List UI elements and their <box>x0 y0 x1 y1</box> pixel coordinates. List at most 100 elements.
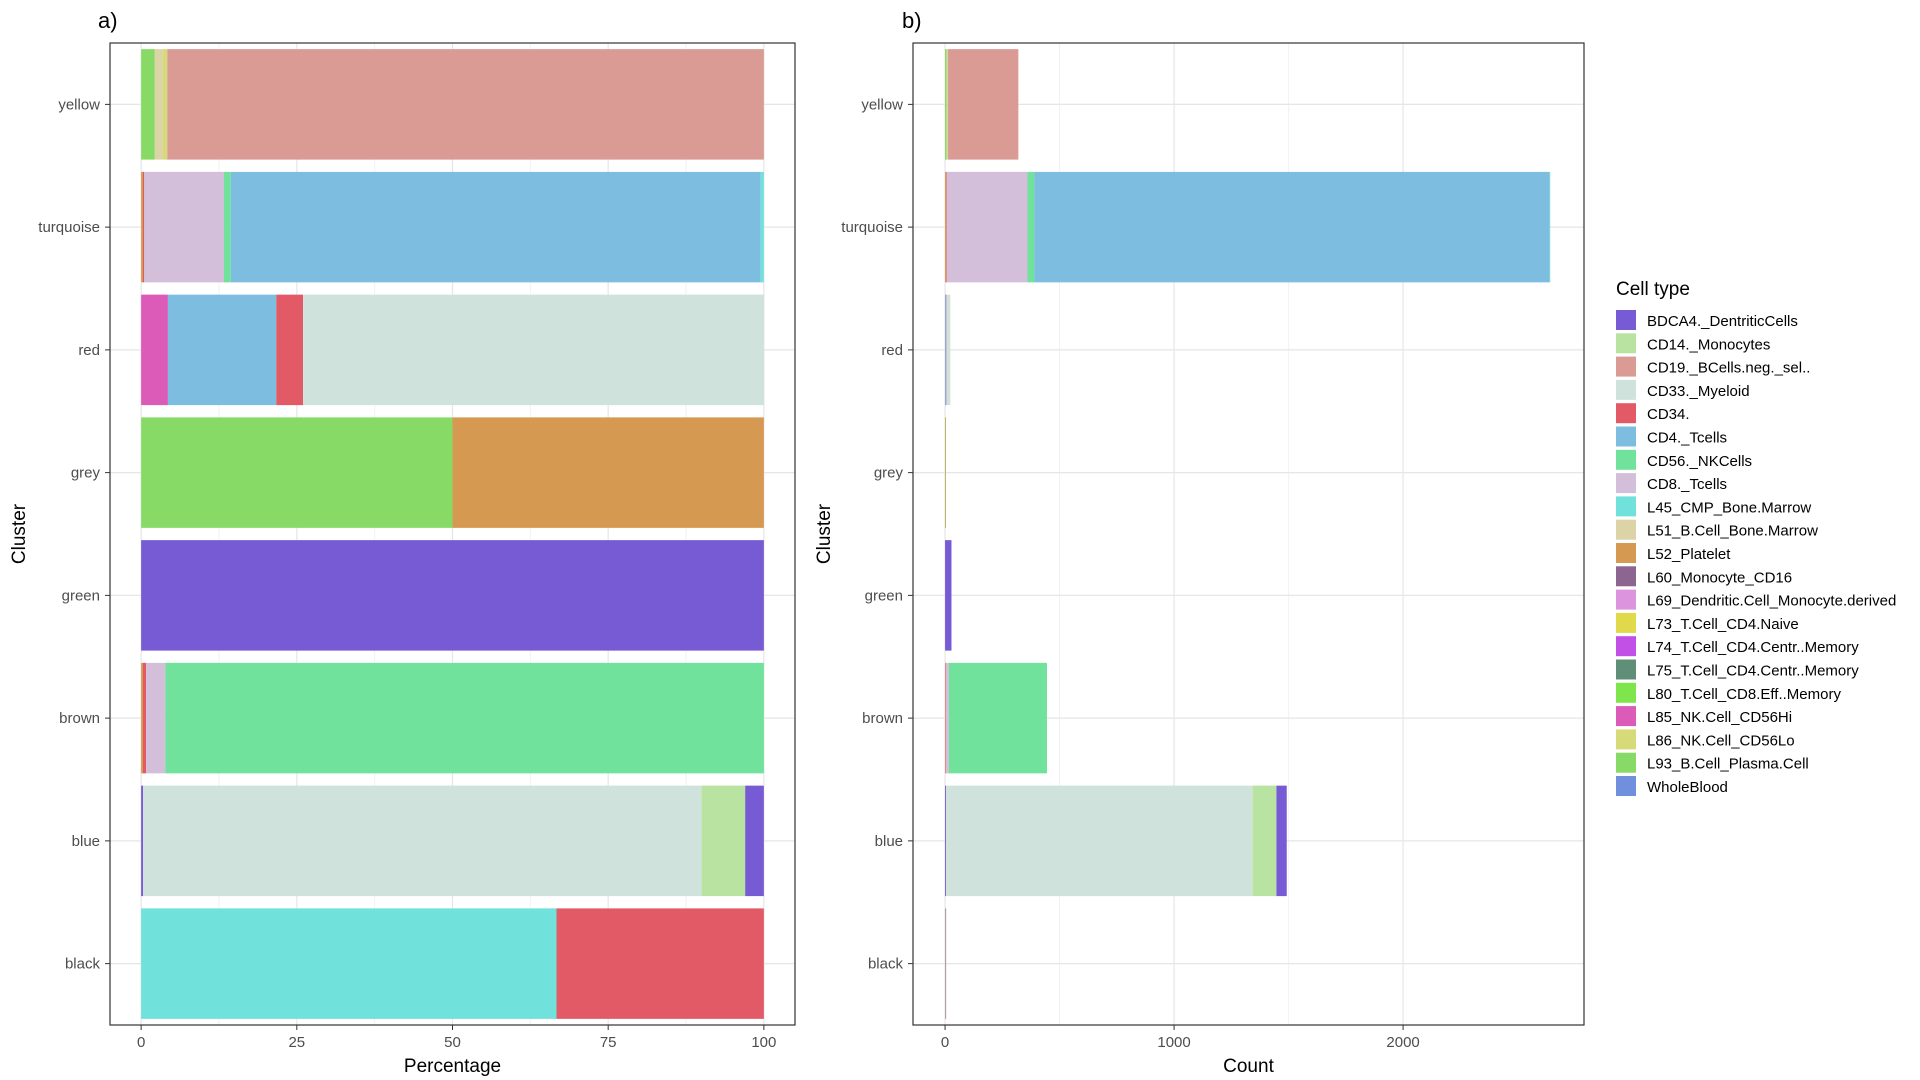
legend-key-cd19-bcells-neg-sel <box>1616 356 1636 377</box>
legend-label-l51-b-cell-bone-marrow: L51_B.Cell_Bone.Marrow <box>1647 523 1818 540</box>
panel-a-y-axis: yellow turquoise red grey green brown blue blac… <box>38 96 110 973</box>
x-tick-label: 100 <box>751 1034 776 1051</box>
legend-label-l80-t-cell-cd8-eff-memory: L80_T.Cell_CD8.Eff..Memory <box>1647 686 1841 703</box>
y-tick-label-black: black <box>868 956 904 973</box>
legend-label-l75-t-cell-cd4-centr-memory: L75_T.Cell_CD4.Centr..Memory <box>1647 663 1859 680</box>
bar-turquoise-cd56-nkcells <box>223 171 231 283</box>
bar-brown-cd56-nkcells <box>165 662 764 774</box>
panel-a-label: a) <box>98 8 118 33</box>
bar-turquoise-cd34 <box>946 171 947 283</box>
legend-key-l45-cmp-bone-marrow <box>1616 496 1636 517</box>
legend-title: Cell type <box>1616 279 1690 300</box>
bar-black-l45-cmp-bone-marrow <box>141 908 557 1019</box>
legend-label-l52-platelet: L52_Platelet <box>1647 546 1731 563</box>
y-tick-label-red: red <box>78 342 100 359</box>
legend-key-l74-t-cell-cd4-centr-memory <box>1616 636 1636 657</box>
y-tick-label-turquoise: turquoise <box>841 219 903 236</box>
legend-items: BDCA4._DentriticCells CD14._Monocytes CD19… <box>1616 310 1896 796</box>
panel-a-x-axis: 0 25 50 75 100 <box>137 1025 776 1051</box>
x-tick-label: 0 <box>941 1034 949 1051</box>
legend-key-l75-t-cell-cd4-centr-memory <box>1616 659 1636 680</box>
bar-green-bdca4-dentriticcells <box>945 540 952 651</box>
bar-black-cd34 <box>556 908 764 1019</box>
legend-key-l60-monocyte-cd16 <box>1616 566 1636 587</box>
bar-red-cd33-myeloid <box>946 294 951 406</box>
bar-yellow-l93-b-cell-plasma-cell <box>141 49 155 160</box>
bar-turquoise-cd34 <box>143 171 145 283</box>
bar-brown-cd8-tcells <box>945 662 949 774</box>
bar-turquoise-l52-platelet <box>945 171 947 283</box>
legend-label-l93-b-cell-plasma-cell: L93_B.Cell_Plasma.Cell <box>1647 756 1809 773</box>
legend-key-l85-nk-cell-cd56hi <box>1616 706 1636 727</box>
y-tick-label-yellow: yellow <box>861 96 903 113</box>
bar-yellow-cd19-bcells-neg-sel <box>167 49 764 160</box>
bar-red-cd34 <box>276 294 304 406</box>
bar-blue-bdca4-dentriticcells <box>141 785 144 897</box>
bar-grey-l52-platelet <box>452 417 764 528</box>
bar-turquoise-cd8-tcells <box>946 171 1028 283</box>
legend-label-bdca4-dentriticcells: BDCA4._DentriticCells <box>1647 313 1798 330</box>
bar-brown-l52-platelet <box>141 662 144 774</box>
legend-key-cd14-monocytes <box>1616 333 1636 354</box>
legend-label-cd8-tcells: CD8._Tcells <box>1647 476 1727 493</box>
legend-key-l52-platelet <box>1616 543 1636 563</box>
bar-turquoise-cd4-tcells <box>1034 171 1550 283</box>
bar-turquoise-l45-cmp-bone-marrow <box>760 171 764 283</box>
y-tick-label-red: red <box>881 342 903 359</box>
y-tick-label-black: black <box>65 956 101 973</box>
bar-brown-cd56-nkcells <box>948 662 1047 774</box>
bar-turquoise-cd4-tcells <box>230 171 761 283</box>
bar-brown-cd8-tcells <box>146 662 166 774</box>
y-tick-label-turquoise: turquoise <box>38 219 100 236</box>
panel-b-x-axis: 0 1000 2000 <box>941 1025 1420 1051</box>
panel-b-bars <box>945 49 1551 1019</box>
legend-key-cd33-myeloid <box>1616 379 1636 400</box>
panel-a-x-title: Percentage <box>404 1056 501 1077</box>
bar-blue-bdca4-dentriticcells <box>1276 785 1287 897</box>
panel-b-y-title: Cluster <box>814 503 835 564</box>
legend-label-cd34: CD34. <box>1647 406 1690 423</box>
bar-yellow-l86-nk-cell-cd56lo <box>162 49 168 160</box>
legend-key-cd56-nkcells <box>1616 449 1636 470</box>
legend-label-wholeblood: WholeBlood <box>1647 779 1728 796</box>
legend-key-wholeblood <box>1616 776 1636 796</box>
legend-label-l73-t-cell-cd4-naive: L73_T.Cell_CD4.Naive <box>1647 616 1799 633</box>
y-tick-label-green: green <box>865 587 903 604</box>
y-tick-label-grey: grey <box>874 465 904 482</box>
bar-red-l85-nk-cell-cd56hi <box>141 294 168 406</box>
y-tick-label-blue: blue <box>72 833 100 850</box>
bar-blue-bdca4-dentriticcells <box>745 785 764 897</box>
bar-yellow-l93-b-cell-plasma-cell <box>945 49 947 160</box>
bar-yellow-l86-nk-cell-cd56lo <box>947 49 949 160</box>
bar-grey-l52-platelet <box>945 417 946 528</box>
panel-b-frame <box>912 42 1585 1026</box>
legend-key-l86-nk-cell-cd56lo <box>1616 729 1636 750</box>
legend-key-l93-b-cell-plasma-cell <box>1616 752 1636 773</box>
panel-b-y-axis: yellow turquoise red grey green brown blue blac… <box>841 96 913 973</box>
y-tick-label-brown: brown <box>59 710 100 727</box>
x-tick-label: 0 <box>137 1034 145 1051</box>
y-tick-label-yellow: yellow <box>58 96 100 113</box>
legend-key-l80-t-cell-cd8-eff-memory <box>1616 682 1636 703</box>
bar-red-cd4-tcells <box>945 294 947 406</box>
legend-key-l73-t-cell-cd4-naive <box>1616 612 1636 633</box>
legend-label-l60-monocyte-cd16: L60_Monocyte_CD16 <box>1647 569 1792 586</box>
panel-b-label: b) <box>902 8 922 33</box>
x-tick-label: 50 <box>444 1034 461 1051</box>
bar-blue-cd33-myeloid <box>945 785 1253 897</box>
panel-b: b) yellow turquoise red grey green brown blue b… <box>814 8 1585 1077</box>
panel-a-bars <box>141 49 764 1019</box>
legend-label-cd56-nkcells: CD56._NKCells <box>1647 453 1752 470</box>
bar-yellow-cd19-bcells-neg-sel <box>948 49 1019 160</box>
bar-yellow-l51-b-cell-bone-marrow <box>154 49 163 160</box>
bar-turquoise-l45-cmp-bone-marrow <box>1549 171 1551 283</box>
bar-blue-cd33-myeloid <box>143 785 702 897</box>
y-tick-label-brown: brown <box>862 710 903 727</box>
legend-label-cd14-monocytes: CD14._Monocytes <box>1647 336 1770 353</box>
legend-label-l85-nk-cell-cd56hi: L85_NK.Cell_CD56Hi <box>1647 709 1792 726</box>
legend-key-l51-b-cell-bone-marrow <box>1616 519 1636 540</box>
bar-black-cd34 <box>945 908 947 1019</box>
bar-grey-l93-b-cell-plasma-cell <box>141 417 453 528</box>
legend-label-cd4-tcells: CD4._Tcells <box>1647 430 1727 447</box>
bar-blue-cd14-monocytes <box>701 785 746 897</box>
